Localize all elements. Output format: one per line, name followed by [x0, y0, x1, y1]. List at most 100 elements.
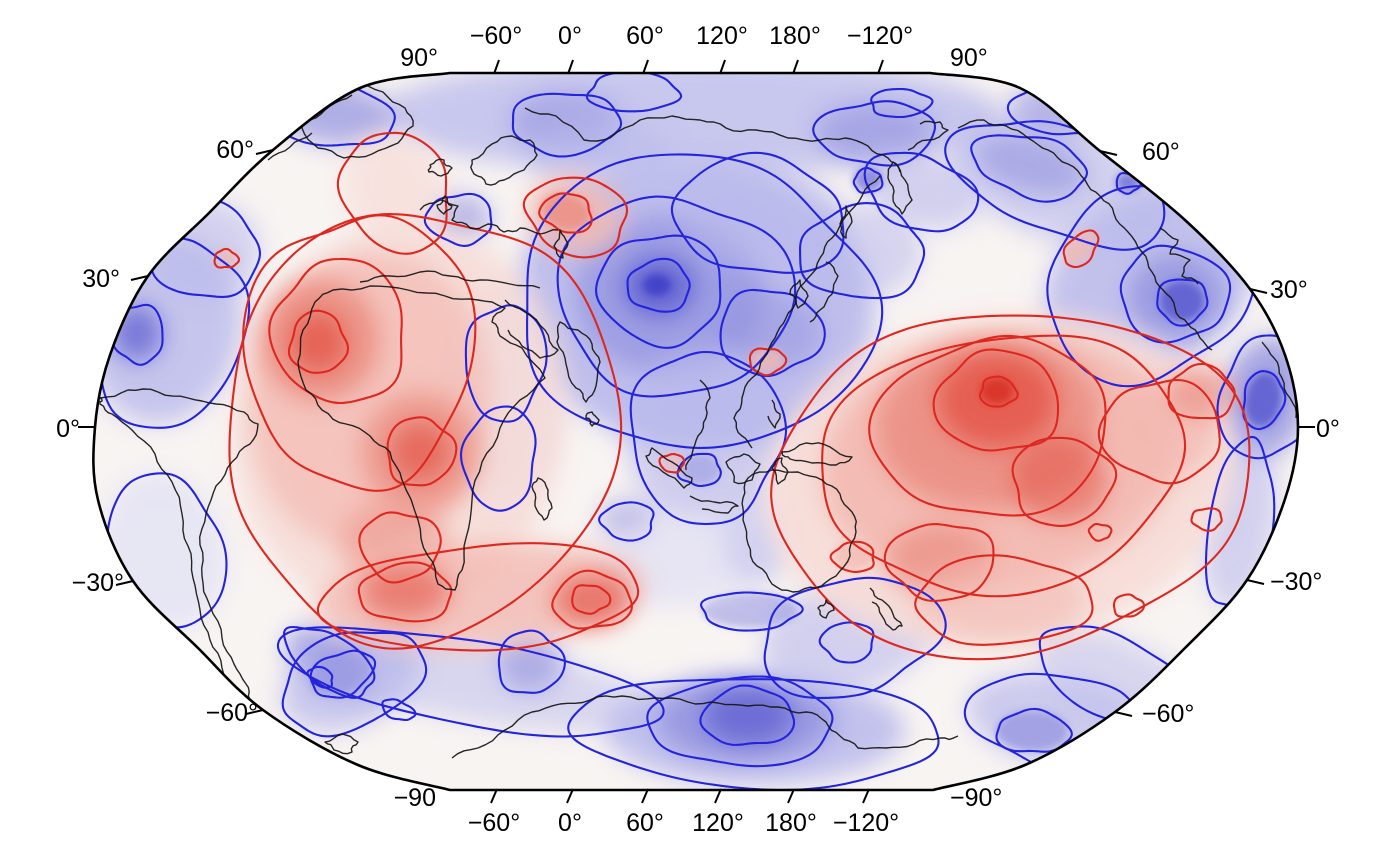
top-meridian-label: 120° — [696, 22, 748, 50]
coastline — [531, 477, 553, 521]
negative-contour-line — [970, 134, 1088, 203]
negative-contour-line — [598, 501, 655, 542]
coastline — [767, 399, 781, 429]
field-blob — [996, 711, 1068, 751]
top-meridian-label: 180° — [769, 22, 821, 50]
bottom-meridian-label: 0° — [558, 809, 582, 837]
positive-contour-line — [868, 334, 1107, 517]
coastline — [887, 161, 913, 215]
coastline — [839, 205, 853, 239]
field-blob — [1244, 372, 1282, 428]
positive-contour-line — [821, 334, 1187, 598]
positive-contour-line — [228, 213, 623, 650]
meridian-tick — [792, 59, 799, 75]
field-blob — [973, 134, 1087, 196]
meridian-tick — [641, 788, 649, 804]
field-blob — [150, 200, 260, 300]
coastline — [733, 175, 881, 449]
right-parallel-label: 0° — [1316, 415, 1340, 443]
positive-contour-line — [829, 540, 875, 573]
coastline — [907, 120, 949, 151]
negative-contour-line — [629, 350, 788, 526]
coastline — [725, 453, 761, 485]
coastline — [1159, 227, 1199, 285]
positive-contour-line — [658, 452, 686, 474]
meridian-tick — [566, 788, 574, 804]
coastline — [741, 469, 857, 593]
negative-contour-line — [93, 237, 251, 429]
negative-contour-line — [276, 626, 665, 738]
negative-contour-line — [676, 452, 722, 488]
meridian-tick — [493, 59, 500, 75]
field-blob — [854, 168, 882, 192]
field-blob — [625, 345, 785, 525]
field-blob — [981, 378, 1013, 404]
field-blob — [390, 422, 450, 482]
latitude-tick — [130, 275, 149, 281]
negative-contour-line — [567, 678, 940, 790]
coastline — [451, 695, 959, 759]
negative-contour-line — [763, 576, 947, 700]
left-parallel-label: 30° — [82, 265, 120, 293]
negative-contour-line — [526, 153, 884, 449]
coastline — [297, 285, 546, 591]
field-blob — [703, 688, 793, 744]
negative-contour-line — [870, 87, 934, 119]
positive-contour-line — [1190, 507, 1223, 532]
field-blob — [702, 592, 798, 628]
bottom-meridian-label: −120° — [833, 809, 899, 837]
negative-contour-line — [511, 92, 623, 158]
field-blob — [215, 250, 237, 266]
meridian-tick — [719, 59, 726, 75]
field-blob — [643, 274, 671, 296]
left-parallel-label: 0° — [56, 415, 80, 443]
coastline — [817, 599, 835, 619]
positive-contour-line — [1087, 522, 1113, 542]
field-blob — [750, 348, 784, 372]
latitude-tick — [1114, 711, 1133, 717]
positive-contour-line — [748, 347, 788, 377]
pole-corner-label: 90° — [950, 44, 988, 72]
latitude-tick — [255, 149, 274, 155]
latitude-tick — [115, 580, 134, 586]
field-blob — [1160, 281, 1204, 321]
coastline — [556, 321, 601, 403]
right-parallel-label: 30° — [1270, 276, 1308, 304]
coastline — [359, 270, 541, 289]
latitude-tick — [1246, 579, 1265, 585]
positive-contour-line — [357, 561, 453, 623]
negative-contour-line — [556, 195, 797, 398]
left-parallel-label: 60° — [216, 136, 254, 164]
positive-contour-line — [538, 192, 593, 234]
pole-corner-label: −90 — [394, 784, 436, 812]
positive-contour-line — [358, 511, 442, 584]
meridian-tick — [787, 788, 795, 804]
field-blob — [541, 193, 591, 231]
field-blob — [675, 158, 845, 272]
field-blob — [1012, 438, 1108, 522]
meridian-tick — [490, 788, 498, 804]
top-meridian-label: −120° — [847, 22, 913, 50]
negative-contour-line — [497, 629, 566, 694]
meridian-tick — [642, 59, 649, 75]
negative-contour-line — [626, 257, 691, 313]
negative-contour-line — [799, 202, 926, 300]
negative-contour-line — [670, 151, 845, 274]
positive-contour-line — [914, 554, 1094, 646]
positive-contour-line — [551, 569, 633, 630]
negative-contour-line — [1119, 244, 1232, 344]
negative-contour-line — [459, 405, 537, 512]
coastline — [685, 379, 711, 471]
latitude-tick — [245, 709, 264, 715]
positive-contour-line — [1112, 593, 1146, 618]
coastline — [789, 279, 809, 309]
positive-contour-line — [883, 523, 995, 602]
negative-contour-line — [595, 234, 722, 349]
meridian-tick — [862, 788, 870, 804]
meridian-tick — [567, 59, 574, 75]
positive-contour-line — [386, 416, 458, 487]
anomaly-field — [93, 73, 1298, 790]
positive-contour-line — [1062, 229, 1100, 269]
positive-contour-line — [268, 257, 403, 405]
